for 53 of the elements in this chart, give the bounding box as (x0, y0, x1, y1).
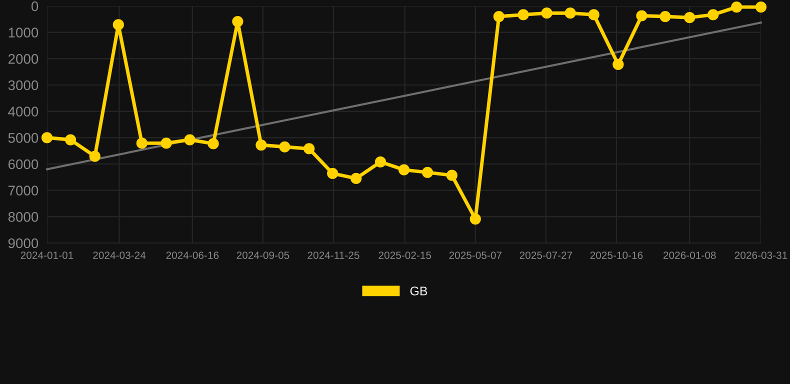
x-tick-label: 2025-07-27 (520, 252, 572, 259)
y-tick-label: 2000 (8, 54, 38, 64)
point (660, 10, 671, 22)
point (588, 9, 600, 20)
y-tick-label: 5000 (8, 133, 38, 143)
y-tick-label: 6000 (8, 159, 38, 170)
x-tick-label: 2024-11-25 (308, 252, 360, 259)
x-tick-label: 2024-03-24 (93, 252, 146, 259)
point (446, 170, 458, 181)
point (350, 172, 362, 184)
x-tick-label: 2024-09-05 (236, 252, 290, 259)
point (731, 1, 742, 13)
point (470, 213, 481, 225)
point (64, 134, 76, 146)
point (160, 138, 172, 149)
legend-label: GB (410, 286, 428, 296)
point (304, 143, 315, 154)
point (184, 134, 196, 146)
point (208, 138, 219, 150)
point (374, 156, 386, 168)
point (89, 150, 100, 162)
point (41, 132, 53, 144)
y-tick-label: 1000 (8, 28, 38, 38)
x-tick-label: 2025-05-07 (449, 252, 502, 259)
y-tick-label: 7000 (8, 186, 38, 196)
point (136, 138, 148, 149)
y-tick-label: 3000 (8, 80, 38, 90)
point (279, 141, 290, 152)
point (112, 19, 124, 30)
point (612, 58, 624, 70)
x-tick-label: 2026-01-08 (663, 252, 716, 259)
point (518, 9, 529, 20)
point (493, 10, 504, 22)
point (398, 164, 410, 176)
x-tick-label: 2026-03-31 (734, 252, 788, 259)
point (232, 16, 244, 28)
point (422, 166, 434, 178)
y-tick-label: 4000 (8, 106, 38, 117)
point (684, 12, 696, 24)
point (541, 8, 552, 19)
y-tick-label: 0 (31, 1, 38, 12)
point (636, 10, 648, 22)
x-tick-label: 2025-02-15 (378, 252, 432, 259)
y-tick-label: 8000 (8, 212, 38, 222)
point (708, 9, 719, 20)
point (256, 139, 267, 151)
x-tick-label: 2024-01-01 (20, 252, 74, 259)
x-tick-label: 2024-06-16 (166, 252, 219, 259)
point (564, 8, 576, 19)
point (327, 168, 338, 180)
x-tick-label: 2025-10-16 (590, 252, 643, 259)
y-tick-label: 9000 (8, 238, 38, 248)
point (755, 1, 767, 13)
